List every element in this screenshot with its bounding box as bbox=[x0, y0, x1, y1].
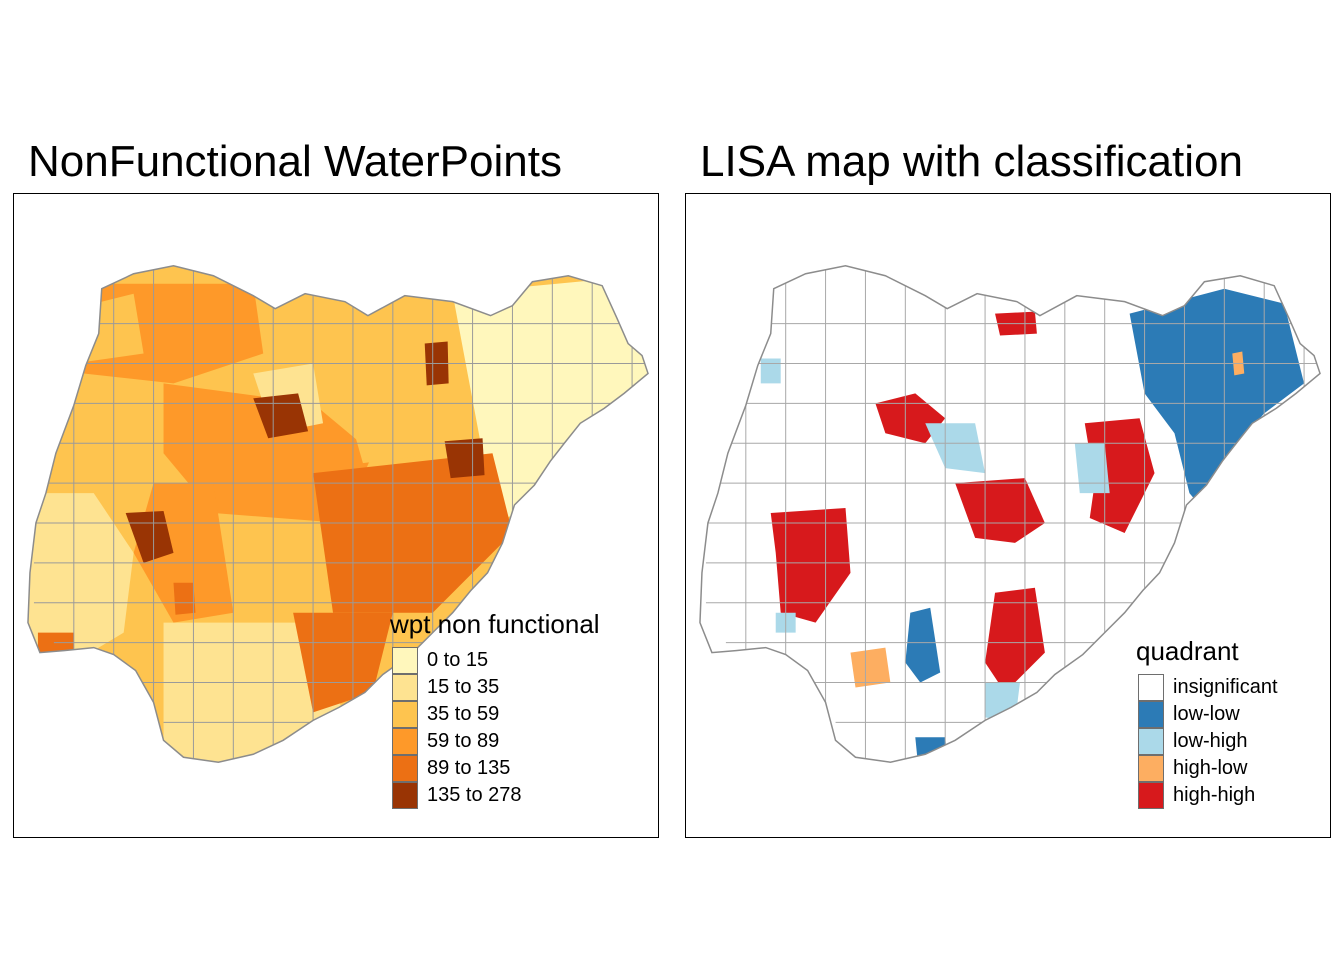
hotspot-kano bbox=[253, 393, 309, 439]
legend-item: 89 to 135 bbox=[392, 755, 600, 782]
country-outline bbox=[27, 265, 649, 763]
nonfunctional-legend: wpt non functional 0 to 15 15 to 35 35 t… bbox=[390, 611, 600, 809]
legend-label: insignificant bbox=[1173, 676, 1278, 698]
legend-swatch bbox=[392, 701, 418, 728]
low-high-south bbox=[985, 682, 1020, 723]
legend-swatch bbox=[392, 728, 418, 755]
east-region bbox=[467, 373, 553, 523]
legend-item: 0 to 15 bbox=[392, 647, 600, 674]
low-low-northeast bbox=[1129, 288, 1305, 523]
low-low-delta bbox=[915, 737, 948, 758]
legend-title: wpt non functional bbox=[390, 609, 600, 639]
legend-label: low-high bbox=[1173, 730, 1248, 752]
low-high-east bbox=[1074, 443, 1110, 494]
legend-swatch bbox=[1138, 701, 1164, 728]
legend-item: high-high bbox=[1138, 782, 1278, 809]
legend-item: low-high bbox=[1138, 728, 1278, 755]
legend-item: 15 to 35 bbox=[392, 674, 600, 701]
legend-label: 89 to 135 bbox=[427, 757, 511, 779]
southeast-region bbox=[293, 612, 393, 713]
hotspot-west bbox=[125, 511, 174, 563]
hotspot-east bbox=[444, 438, 485, 479]
high-high-kano bbox=[875, 393, 946, 444]
legend-swatch bbox=[1138, 755, 1164, 782]
legend-swatch bbox=[392, 755, 418, 782]
nonfunctional-map-frame: wpt non functional 0 to 15 15 to 35 35 t… bbox=[13, 193, 659, 838]
nonfunctional-choropleth-map bbox=[27, 265, 649, 763]
legend-swatch bbox=[1138, 674, 1164, 701]
legend-label: low-low bbox=[1173, 703, 1240, 725]
quadrant-legend: quadrant insignificant low-low low-high … bbox=[1136, 638, 1278, 809]
district-regions bbox=[27, 273, 649, 763]
legend-title: quadrant bbox=[1136, 636, 1239, 666]
lisa-clusters bbox=[760, 288, 1305, 758]
legend-swatch bbox=[392, 674, 418, 701]
legend-swatch bbox=[392, 782, 418, 809]
high-high-central bbox=[955, 478, 1045, 543]
high-high-west bbox=[770, 508, 851, 623]
country-outline bbox=[699, 265, 1321, 763]
legend-label: high-low bbox=[1173, 757, 1248, 779]
legend-label: 15 to 35 bbox=[427, 676, 500, 698]
lisa-cluster-map bbox=[699, 265, 1321, 763]
central-east-region bbox=[313, 453, 513, 613]
low-high-north-central bbox=[925, 423, 986, 474]
legend-label: high-high bbox=[1173, 784, 1256, 806]
high-high-benue bbox=[985, 587, 1045, 693]
legend-item: 135 to 278 bbox=[392, 782, 600, 809]
legend-item: high-low bbox=[1138, 755, 1278, 782]
legend-label: 135 to 278 bbox=[427, 784, 522, 806]
left-map-title: NonFunctional WaterPoints bbox=[28, 137, 562, 186]
legend-label: 0 to 15 bbox=[427, 649, 489, 671]
lisa-map-frame: quadrant insignificant low-low low-high … bbox=[685, 193, 1331, 838]
legend-swatch bbox=[1138, 782, 1164, 809]
legend-swatch bbox=[392, 647, 418, 674]
legend-swatch bbox=[1138, 728, 1164, 755]
legend-label: 59 to 89 bbox=[427, 730, 500, 752]
legend-label: 35 to 59 bbox=[427, 703, 500, 725]
high-low-southwest bbox=[850, 647, 891, 688]
low-high-northwest bbox=[760, 358, 781, 384]
legend-item: 59 to 89 bbox=[392, 728, 600, 755]
low-low-south bbox=[905, 607, 941, 683]
legend-item: 35 to 59 bbox=[392, 701, 600, 728]
right-map-title: LISA map with classification bbox=[700, 137, 1243, 186]
legend-item: insignificant bbox=[1138, 674, 1278, 701]
legend-item: low-low bbox=[1138, 701, 1278, 728]
lagos-area bbox=[37, 632, 74, 658]
hotspot-southwest bbox=[173, 582, 196, 615]
